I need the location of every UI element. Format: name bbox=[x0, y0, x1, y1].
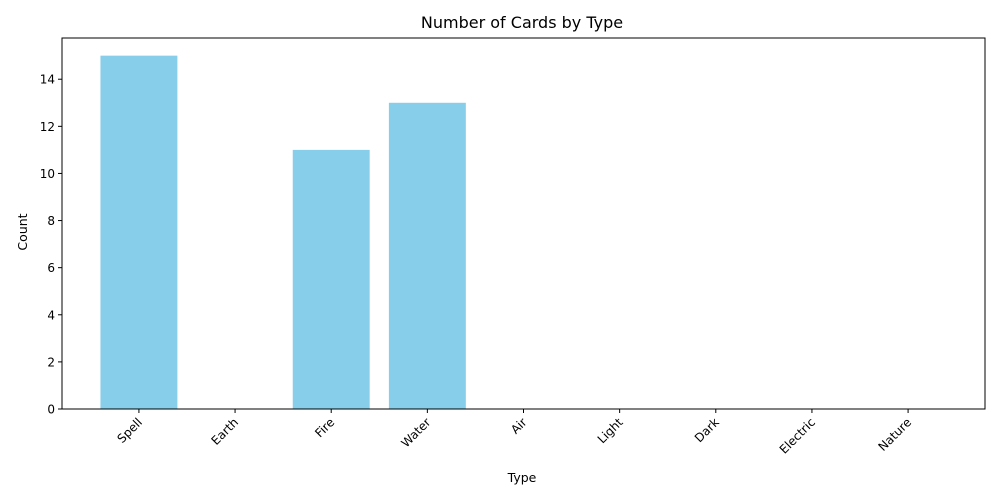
chart-title: Number of Cards by Type bbox=[421, 13, 623, 32]
y-tick-label: 12 bbox=[40, 120, 55, 134]
x-tick-label-spell: Spell bbox=[114, 415, 145, 446]
y-tick-label: 8 bbox=[47, 214, 55, 228]
bar-fire bbox=[292, 149, 370, 409]
y-ticks: 0 2 4 6 8 10 12 14 bbox=[40, 73, 62, 417]
x-ticks: Spell Earth Fire Water Air Light Dark Electric N… bbox=[114, 409, 914, 457]
y-tick-label: 6 bbox=[47, 261, 55, 275]
plot-frame bbox=[61, 37, 986, 410]
x-tick-label-dark: Dark bbox=[692, 415, 722, 445]
x-tick-label-air: Air bbox=[508, 415, 530, 437]
x-tick-label-earth: Earth bbox=[209, 415, 242, 448]
axes-layer bbox=[61, 37, 986, 410]
x-tick-label-fire: Fire bbox=[312, 415, 337, 440]
bar-spell bbox=[100, 55, 178, 410]
x-tick-label-electric: Electric bbox=[777, 415, 818, 456]
y-tick-label: 2 bbox=[47, 355, 55, 369]
bar-water bbox=[388, 102, 466, 409]
y-tick-label: 4 bbox=[47, 308, 55, 322]
x-tick-label-light: Light bbox=[595, 415, 626, 446]
x-axis-label: Type bbox=[507, 470, 537, 485]
y-tick-label: 14 bbox=[40, 73, 55, 87]
x-tick-label-nature: Nature bbox=[876, 415, 915, 454]
y-axis-label: Count bbox=[15, 213, 30, 250]
x-tick-label-water: Water bbox=[398, 415, 433, 450]
y-tick-label: 0 bbox=[47, 403, 55, 417]
y-tick-label: 10 bbox=[40, 167, 55, 181]
bars-layer bbox=[100, 55, 466, 410]
